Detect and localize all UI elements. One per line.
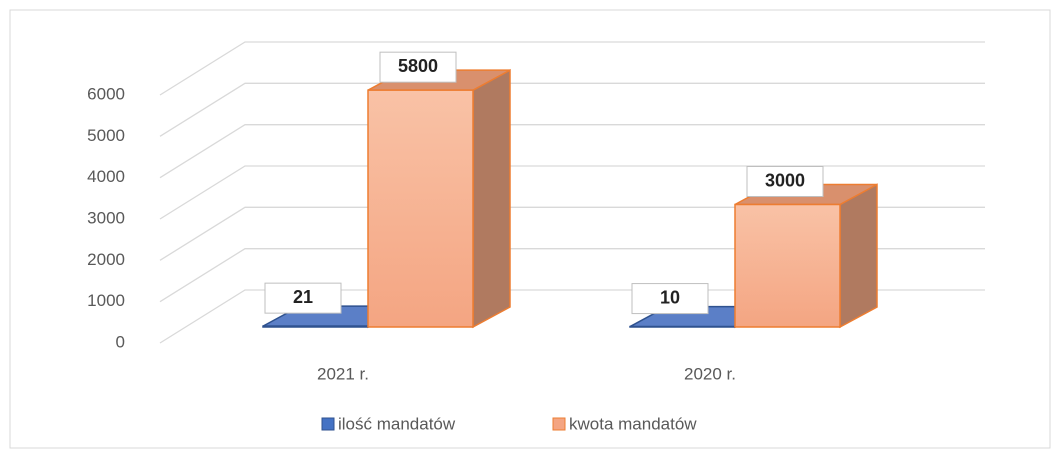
bar-side: [839, 183, 878, 329]
y-tick-label: 6000: [87, 84, 125, 103]
data-label-box: [631, 283, 709, 315]
data-label-box: [264, 282, 342, 314]
y-tick-label: 5000: [87, 126, 125, 145]
x-tick-label: 2021 r.: [317, 364, 369, 383]
bar: [734, 203, 841, 328]
y-tick-label: 3000: [87, 208, 125, 227]
y-tick-label: 1000: [87, 291, 125, 310]
grid-line: [159, 82, 985, 137]
bar: [367, 89, 474, 328]
bar: [262, 325, 369, 328]
legend-swatch: [321, 417, 335, 431]
data-label: 5800: [398, 56, 438, 76]
y-tick-label: 4000: [87, 167, 125, 186]
data-label-box: [379, 51, 457, 83]
data-label-box: [746, 166, 824, 197]
y-tick-label: 2000: [87, 250, 125, 269]
data-label: 3000: [765, 170, 805, 190]
bar-side: [472, 68, 511, 329]
grid-line: [159, 165, 985, 220]
x-tick-label: 2020 r.: [684, 364, 736, 383]
legend-label: kwota mandatów: [569, 414, 697, 433]
chart-border: [9, 9, 1051, 449]
legend-label: ilość mandatów: [338, 414, 456, 433]
data-label: 21: [293, 287, 313, 307]
data-label: 10: [660, 287, 680, 307]
grid-line: [159, 41, 985, 96]
grid-line: [159, 124, 985, 179]
legend-swatch: [552, 417, 566, 431]
y-tick-label: 0: [116, 332, 125, 351]
